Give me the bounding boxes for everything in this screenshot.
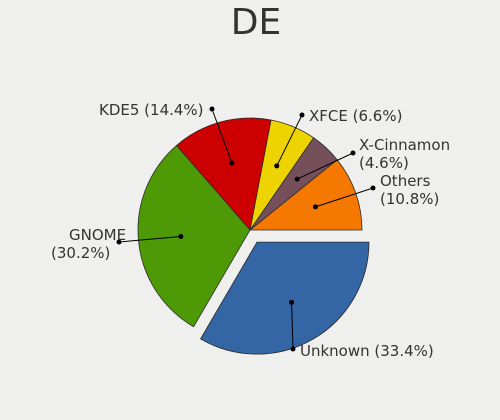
leader-dot-unknown-inner (289, 299, 295, 305)
slice-label-line: KDE5 (14.4%) (99, 101, 204, 119)
slice-label-line: (10.8%) (380, 190, 439, 208)
slice-label-line: XFCE (6.6%) (309, 107, 402, 125)
slice-label-line: X-Cinnamon (359, 136, 450, 154)
pie-leader-lines (116, 106, 376, 352)
slice-label-line: Others (380, 172, 431, 190)
slice-label-line: (30.2%) (51, 244, 110, 262)
leader-dot-gnome-outer (116, 239, 122, 245)
leader-dot-gnome-inner (178, 234, 184, 240)
leader-dot-unknown-outer (290, 346, 296, 352)
pie-slice-kde5 (175, 117, 272, 231)
chart-title: DE (231, 2, 281, 43)
slice-label-line: (4.6%) (359, 154, 409, 172)
leader-line-gnome (118, 236, 181, 243)
slice-label-x-cinnamon: X-Cinnamon (4.6%) (359, 136, 450, 172)
slice-label-kde5: KDE5 (14.4%) (99, 101, 204, 119)
slice-label-gnome: GNOME (30.2%) (51, 226, 126, 262)
leader-dot-others-outer (370, 185, 376, 191)
leader-line-kde5 (211, 108, 233, 164)
leader-dot-xfce-outer (299, 112, 305, 118)
leader-dot-x-cinnamon-inner (294, 176, 300, 182)
slice-label-others: Others (10.8%) (380, 172, 439, 208)
pie-slices (137, 117, 370, 355)
slice-label-line: GNOME (69, 226, 126, 244)
leader-dot-xfce-inner (274, 163, 280, 169)
pie-labels: Others (10.8%)X-Cinnamon (4.6%)XFCE (6.6%)… (51, 101, 450, 360)
slice-label-line: Unknown (33.4%) (300, 342, 434, 360)
leader-line-unknown (291, 302, 294, 350)
pie-slice-others (248, 159, 363, 231)
leader-line-others (315, 187, 374, 208)
leader-line-x-cinnamon (297, 152, 354, 180)
leader-dot-kde5-inner (229, 160, 235, 166)
leader-dot-others-inner (312, 204, 318, 210)
pie-slice-unknown (200, 241, 370, 355)
slice-label-unknown: Unknown (33.4%) (300, 342, 434, 360)
leader-line-xfce (276, 114, 303, 167)
leader-dot-x-cinnamon-outer (350, 150, 356, 156)
slice-label-xfce: XFCE (6.6%) (309, 107, 402, 125)
leader-dot-kde5-outer (209, 106, 215, 112)
